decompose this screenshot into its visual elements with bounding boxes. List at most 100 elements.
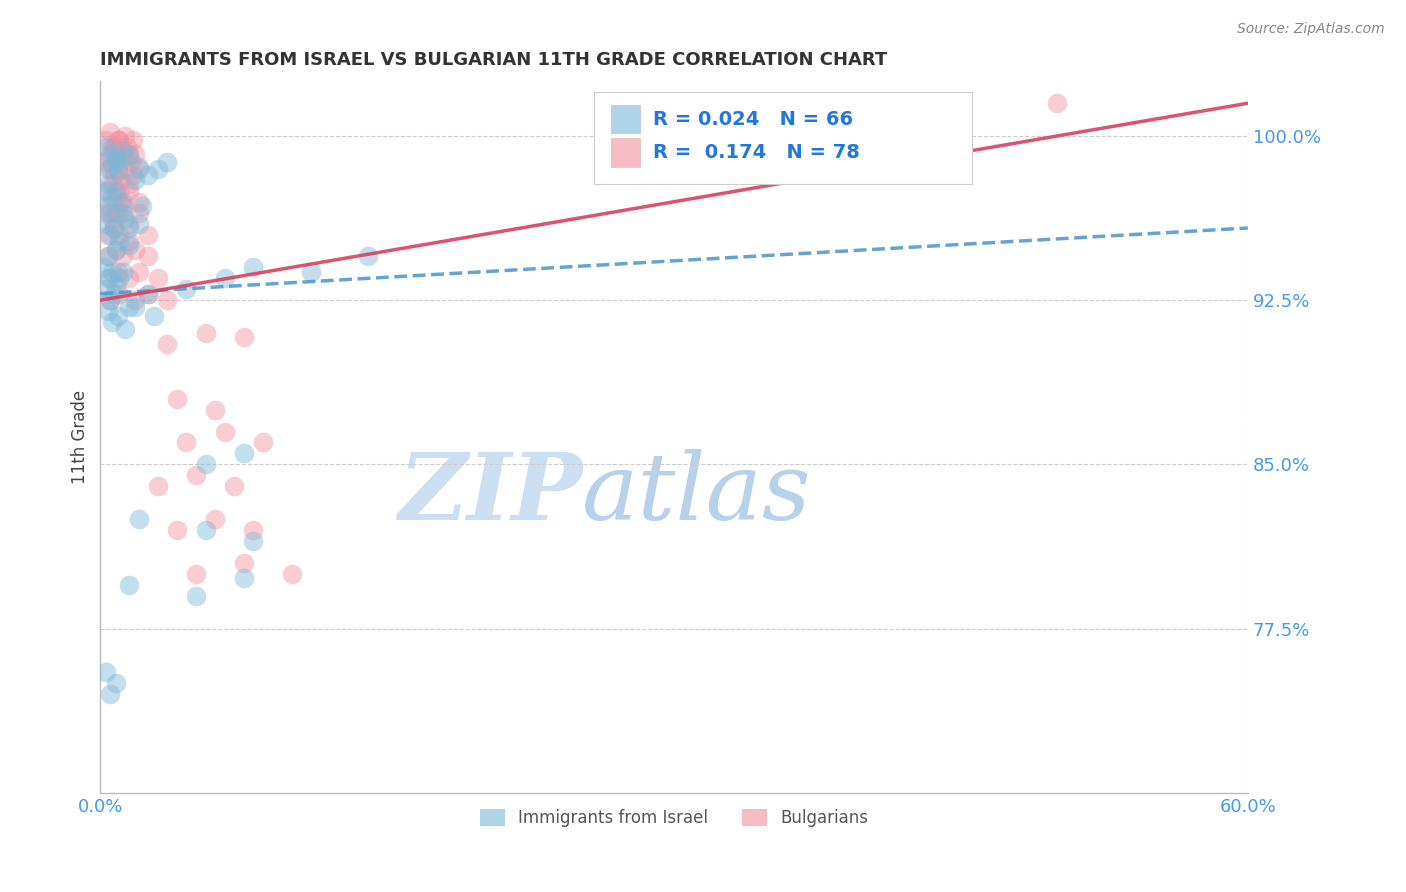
Point: [194, 458, 217, 472]
Point: [98, 293, 121, 308]
Point: [98, 271, 121, 285]
Point: [232, 446, 254, 460]
Point: [232, 571, 254, 585]
Point: [94, 155, 117, 169]
Point: [103, 221, 125, 235]
Point: [136, 249, 159, 263]
Y-axis label: 11th Grade: 11th Grade: [72, 390, 89, 484]
Point: [112, 194, 135, 209]
Point: [184, 566, 207, 581]
Point: [97, 178, 120, 192]
Point: [107, 309, 129, 323]
Point: [103, 286, 125, 301]
Point: [242, 260, 264, 275]
Point: [110, 140, 132, 154]
Point: [112, 265, 135, 279]
Point: [194, 326, 217, 340]
Point: [214, 425, 236, 439]
Point: [103, 169, 125, 183]
Point: [224, 479, 246, 493]
Point: [97, 227, 120, 242]
Point: [97, 249, 120, 263]
Point: [156, 337, 179, 351]
Point: [97, 151, 120, 165]
Point: [118, 221, 141, 235]
Point: [124, 293, 146, 308]
Point: [104, 146, 127, 161]
Point: [104, 151, 127, 165]
Point: [114, 129, 136, 144]
Point: [101, 157, 124, 171]
Point: [94, 140, 117, 154]
Point: [118, 217, 141, 231]
Point: [98, 199, 121, 213]
Point: [112, 199, 135, 213]
Point: [128, 160, 150, 174]
Point: [124, 300, 146, 314]
Point: [98, 293, 121, 308]
Point: [204, 512, 226, 526]
Point: [110, 194, 132, 209]
Point: [107, 133, 129, 147]
Point: [104, 184, 127, 198]
Point: [104, 676, 127, 690]
Point: [101, 190, 124, 204]
Point: [94, 199, 117, 213]
Point: [357, 249, 380, 263]
Point: [94, 205, 117, 219]
Point: [114, 212, 136, 227]
Point: [114, 321, 136, 335]
Point: [136, 169, 159, 183]
Point: [101, 265, 124, 279]
Point: [98, 227, 121, 242]
Point: [128, 205, 150, 219]
Point: [184, 589, 207, 603]
Point: [97, 271, 120, 285]
Point: [108, 271, 131, 285]
Point: [107, 265, 129, 279]
Point: [146, 271, 169, 285]
FancyBboxPatch shape: [593, 92, 973, 185]
Point: [108, 184, 131, 198]
Point: [98, 687, 121, 701]
Point: [108, 205, 131, 219]
Point: [112, 249, 135, 263]
Point: [124, 146, 146, 161]
Point: [242, 533, 264, 548]
Point: [94, 665, 117, 680]
Text: ZIP: ZIP: [398, 449, 582, 539]
Point: [204, 402, 226, 417]
Point: [131, 199, 153, 213]
Text: Source: ZipAtlas.com: Source: ZipAtlas.com: [1237, 22, 1385, 37]
Point: [103, 221, 125, 235]
Point: [142, 309, 165, 323]
Point: [232, 330, 254, 344]
Point: [97, 184, 120, 198]
Point: [94, 282, 117, 296]
Point: [118, 271, 141, 285]
Point: [104, 277, 127, 292]
Point: [108, 155, 131, 169]
FancyBboxPatch shape: [612, 138, 640, 167]
Point: [232, 556, 254, 570]
Point: [176, 282, 198, 296]
Point: [98, 205, 121, 219]
Point: [107, 164, 129, 178]
Point: [118, 178, 141, 192]
Point: [156, 155, 179, 169]
Point: [299, 265, 322, 279]
Point: [104, 243, 127, 257]
Point: [214, 271, 236, 285]
Point: [124, 173, 146, 187]
Point: [128, 265, 150, 279]
FancyBboxPatch shape: [612, 105, 640, 133]
Point: [114, 161, 136, 176]
Point: [176, 435, 198, 450]
Point: [121, 169, 143, 183]
Point: [94, 217, 117, 231]
Point: [112, 205, 135, 219]
Point: [97, 161, 120, 176]
Point: [146, 161, 169, 176]
Point: [101, 315, 124, 329]
Point: [118, 238, 141, 252]
